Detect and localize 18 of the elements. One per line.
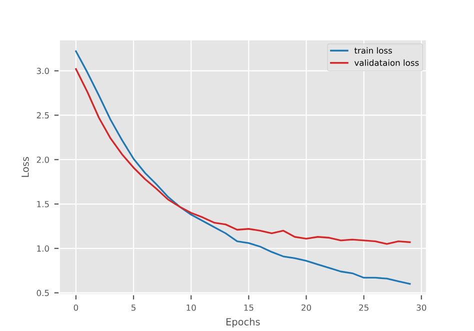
line-series [75,68,411,245]
x-tick-label: 0 [74,304,78,311]
x-tick-label: 5 [132,304,136,311]
y-tick-label: 1.0 [37,245,49,252]
y-tick-label: 2.5 [36,112,49,118]
x-tick-label: 15 [244,304,254,311]
legend-label: train loss [354,47,392,54]
x-tick-label: 30 [416,304,426,311]
y-tick-label: 3.0 [36,68,49,74]
x-axis-title: Epochs [226,318,260,328]
y-tick-label: 0.5 [36,290,49,296]
y-tick-label: 2.0 [36,156,49,163]
legend-label: validataion loss [354,59,419,66]
y-tick-label: 1.5 [37,201,49,208]
x-tick-label: 10 [186,304,196,311]
y-axis-title: Loss [22,156,29,177]
x-tick-label: 25 [359,304,368,311]
x-tick-label: 20 [302,304,312,311]
